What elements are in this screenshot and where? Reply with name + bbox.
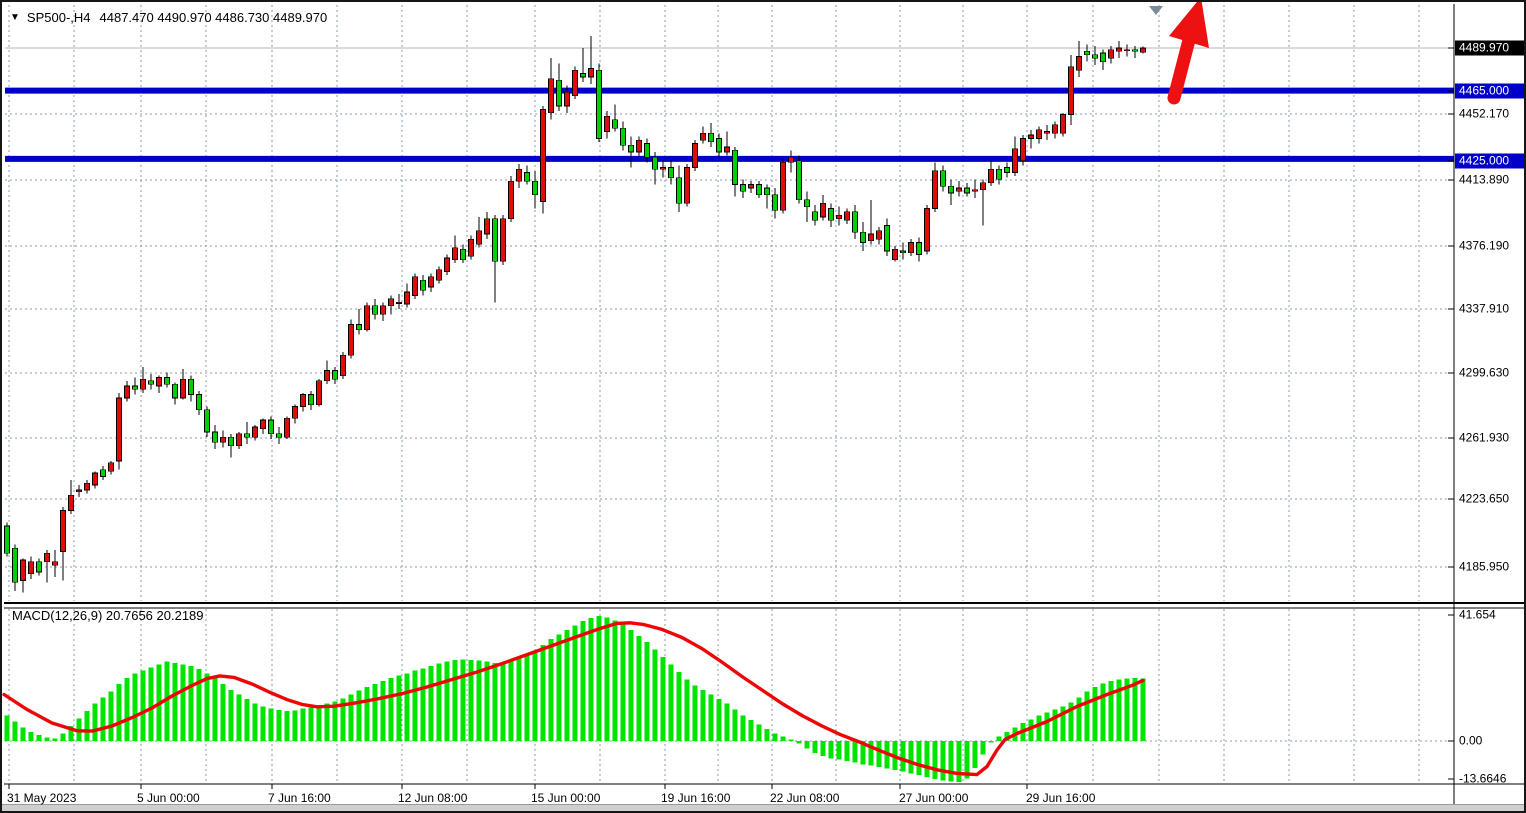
time-tick-label: 29 Jun 16:00	[1026, 791, 1096, 805]
time-tick-label: 15 Jun 00:00	[531, 791, 601, 805]
panel-frames	[4, 4, 1524, 808]
symbol-header: ▼ SP500-,H4 4487.470 4490.970 4486.730 4…	[10, 10, 327, 25]
price-tick-label: -13.6646	[1459, 771, 1507, 786]
price-tick-label: 4413.890	[1459, 172, 1510, 187]
price-tick-label: 4185.950	[1459, 559, 1510, 574]
time-tick-label: 31 May 2023	[7, 791, 77, 805]
time-tick-label: 27 Jun 00:00	[899, 791, 969, 805]
price-tick-label: 41.654	[1459, 607, 1496, 622]
price-tick-label: 4223.650	[1459, 491, 1510, 506]
price-tick-label: 4376.190	[1459, 238, 1510, 253]
bottom-edge-strip	[2, 804, 1524, 811]
macd-indicator-label: MACD(12,26,9) 20.7656 20.2189	[12, 608, 204, 623]
ohlc-values-label: 4487.470 4490.970 4486.730 4489.970	[99, 10, 328, 25]
bar-position-marker-icon	[1149, 6, 1163, 15]
macd-histogram	[4, 616, 1146, 782]
time-tick-label: 12 Jun 08:00	[398, 791, 468, 805]
macd-signal-line	[2, 621, 1145, 777]
candles	[4, 35, 1146, 593]
trend-arrow[interactable]	[1167, 2, 1209, 105]
time-tick-label: 7 Jun 16:00	[268, 791, 331, 805]
price-tick-label: 4337.910	[1459, 301, 1510, 316]
time-tick-label: 22 Jun 08:00	[770, 791, 840, 805]
price-tick-label: 4261.930	[1459, 430, 1510, 445]
symbol-dropdown-icon[interactable]: ▼	[10, 12, 20, 23]
price-tick-label: 4452.170	[1459, 106, 1510, 121]
current-price-tag: 4489.970	[1455, 40, 1524, 56]
price-tick-label: 0.00	[1459, 733, 1483, 748]
price-tick-label: 4299.630	[1459, 365, 1510, 380]
time-tick-label: 5 Jun 00:00	[137, 791, 200, 805]
hline-price-tag: 4425.000	[1455, 153, 1524, 169]
hline-price-tag: 4465.000	[1455, 83, 1524, 99]
time-tick-label: 19 Jun 16:00	[661, 791, 731, 805]
symbol-timeframe-label: SP500-,H4	[26, 10, 91, 25]
